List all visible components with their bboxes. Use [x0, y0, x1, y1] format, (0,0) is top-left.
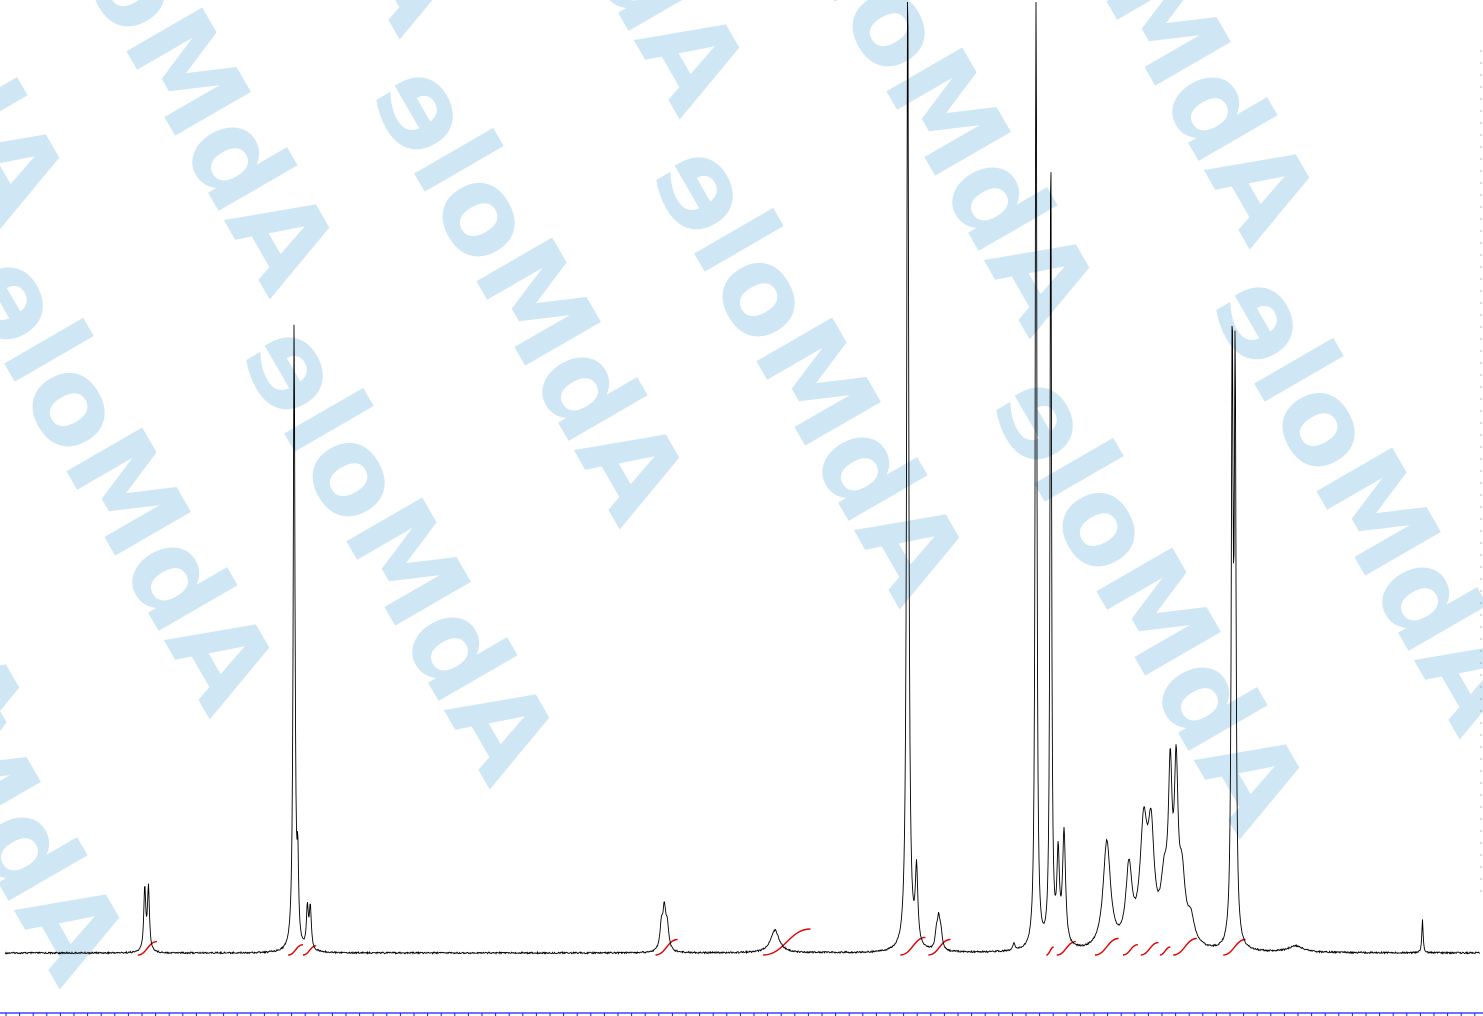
- integral-curve: [1140, 941, 1159, 956]
- integral-curve: [655, 938, 678, 956]
- integral-curve: [302, 945, 317, 956]
- integral-curve: [1056, 940, 1076, 956]
- integral-curve: [900, 936, 926, 956]
- integral-curve: [1159, 946, 1171, 956]
- integral-curve: [763, 928, 811, 956]
- integral-curve: [1223, 938, 1246, 956]
- integral-curve: [1173, 937, 1197, 956]
- integral-curve: [1094, 937, 1119, 956]
- integral-curve: [928, 938, 951, 956]
- integral-curve: [1122, 944, 1138, 956]
- integral-curve: [288, 944, 304, 956]
- integral-curve: [137, 940, 158, 956]
- spectrum-layer: [4, 1, 1481, 955]
- integral-curve: [1046, 946, 1054, 956]
- spectrum-trace: [4, 1, 1481, 955]
- integral-layer: [137, 928, 1246, 956]
